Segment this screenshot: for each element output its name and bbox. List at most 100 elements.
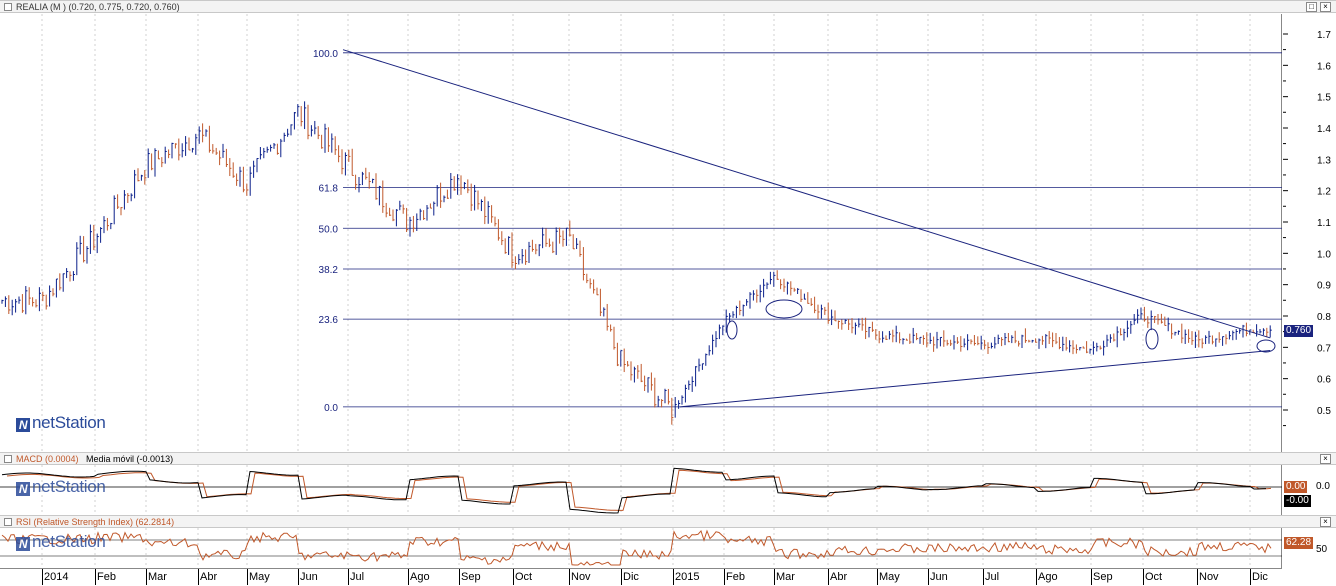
x-axis-tick (724, 569, 725, 585)
price-y-axis-svg: 1.7 1.6 1.5 1.4 1.3 1.2 1.1 1.0 0.9 0.8 0.7 0.6 0.5 (1283, 30, 1331, 427)
macd-title: MACD (0.0004) (16, 454, 79, 464)
x-axis-tick (42, 569, 43, 585)
macd-y-axis: 0.00 -0.00 0.0 (1283, 465, 1336, 515)
x-axis: 2014 Feb Mar Abr May Jun Jul Ago Sep Oct Nov Dic 201… (0, 568, 1282, 586)
annotation-ellipse (1256, 339, 1276, 353)
y-tick-label: 0.7 (1317, 343, 1331, 354)
rsi-chart-svg (0, 528, 1282, 568)
x-axis-tick (828, 569, 829, 585)
fibonacci-label: 23.6 (319, 315, 339, 326)
netstation-logo-text: netStation (32, 532, 106, 551)
x-axis-label: Dic (623, 571, 639, 583)
macd-panel-title: MACD (0.0004) Media móvil (-0.0013) (16, 454, 173, 465)
x-axis-tick (1250, 569, 1251, 585)
netstation-n-icon: N (16, 537, 30, 551)
x-axis-label: Feb (726, 571, 745, 583)
y-tick-label: 0.5 (1317, 406, 1331, 417)
macd-close-button[interactable]: × (1320, 454, 1331, 464)
x-axis-tick (198, 569, 199, 585)
x-axis-tick (513, 569, 514, 585)
rsi-panel-header: RSI (Relative Strength Index) (62.2814) … (0, 515, 1336, 528)
x-axis-label: Abr (200, 571, 218, 583)
x-axis-label: Abr (830, 571, 848, 583)
x-axis-label: Nov (1199, 571, 1219, 583)
rsi-panel-title: RSI (Relative Strength Index) (62.2814) (16, 517, 175, 527)
x-axis-label: Sep (461, 571, 481, 583)
macd-tick-label: 0.0 (1316, 481, 1330, 492)
x-axis-label: Ago (1038, 571, 1058, 583)
x-axis-tick (1143, 569, 1144, 585)
x-axis-tick (928, 569, 929, 585)
x-axis-tick (348, 569, 349, 585)
x-axis-label: 2015 (675, 571, 700, 583)
last-price-box: 0.760 (1284, 325, 1314, 337)
y-tick-label: 1.5 (1317, 93, 1331, 104)
rsi-close-button[interactable]: × (1320, 517, 1331, 527)
x-axis-label: Jul (350, 571, 365, 583)
x-axis-label: Jul (985, 571, 1000, 583)
x-axis-tick (774, 569, 775, 585)
rsi-value-box: 62.28 (1284, 537, 1314, 549)
x-axis-label: May (879, 571, 900, 583)
x-axis-label: Nov (571, 571, 591, 583)
y-tick-label: 0.9 (1317, 281, 1331, 292)
x-axis-tick (459, 569, 460, 585)
macd-signal-line (6, 469, 1272, 511)
rsi-y-axis: 62.28 50 (1283, 528, 1336, 568)
y-tick-label: 1.2 (1317, 187, 1331, 198)
x-axis-label: Oct (515, 571, 533, 583)
y-tick-label: 1.6 (1317, 61, 1331, 72)
y-tick-label: 1.4 (1317, 124, 1331, 135)
y-tick-label: 1.0 (1317, 249, 1331, 260)
annotation-ellipse (765, 299, 803, 319)
x-axis-tick (673, 569, 674, 585)
macd-ma-title: Media móvil (-0.0013) (86, 454, 174, 464)
price-panel-title: REALIA (M ) (0.720, 0.775, 0.720, 0.760) (16, 2, 180, 12)
macd-signal-box: -0.00 (1284, 495, 1311, 507)
y-tick-label: 1.3 (1317, 155, 1331, 166)
fibonacci-label: 50.0 (319, 224, 339, 235)
x-axis-tick (1197, 569, 1198, 585)
trendline (342, 49, 1271, 339)
x-axis-label: Sep (1093, 571, 1113, 583)
rsi-tick-label: 50 (1316, 544, 1328, 555)
y-tick-label: 1.1 (1317, 218, 1331, 229)
x-axis-label: Oct (1145, 571, 1163, 583)
fibonacci-label: 0.0 (324, 403, 338, 414)
rsi-line (1, 529, 1272, 566)
x-axis-tick (983, 569, 984, 585)
netstation-logo-text: netStation (32, 413, 106, 432)
annotation-ellipse (1145, 328, 1159, 350)
macd-line (1, 467, 1267, 514)
x-axis-label: May (249, 571, 270, 583)
x-axis-label: Jun (300, 571, 318, 583)
y-tick-label: 0.6 (1317, 375, 1331, 386)
panel-square-icon (4, 455, 12, 463)
x-axis-label: Mar (148, 571, 167, 583)
y-tick-label: 1.7 (1317, 30, 1331, 41)
netstation-n-icon: N (16, 482, 30, 496)
x-axis-label: Ago (410, 571, 430, 583)
netstation-n-icon: N (16, 418, 30, 432)
close-button[interactable]: × (1320, 2, 1331, 12)
x-axis-label: Mar (776, 571, 795, 583)
price-panel-header: REALIA (M ) (0.720, 0.775, 0.720, 0.760)… (0, 0, 1336, 13)
macd-panel-header: MACD (0.0004) Media móvil (-0.0013) × (0, 452, 1336, 465)
x-axis-label: Dic (1252, 571, 1268, 583)
panel-square-icon (4, 518, 12, 526)
x-axis-tick (408, 569, 409, 585)
fibonacci-label: 38.2 (319, 265, 339, 276)
x-axis-tick (877, 569, 878, 585)
restore-button[interactable]: □ (1306, 2, 1317, 12)
x-axis-tick (621, 569, 622, 585)
x-axis-tick (569, 569, 570, 585)
macd-value-box: 0.00 (1284, 481, 1308, 493)
x-axis-tick (1091, 569, 1092, 585)
y-tick-label: 0.8 (1317, 312, 1331, 323)
price-chart-svg: 100.0 61.8 50.0 38.2 23.6 0.0 (1, 14, 1282, 452)
